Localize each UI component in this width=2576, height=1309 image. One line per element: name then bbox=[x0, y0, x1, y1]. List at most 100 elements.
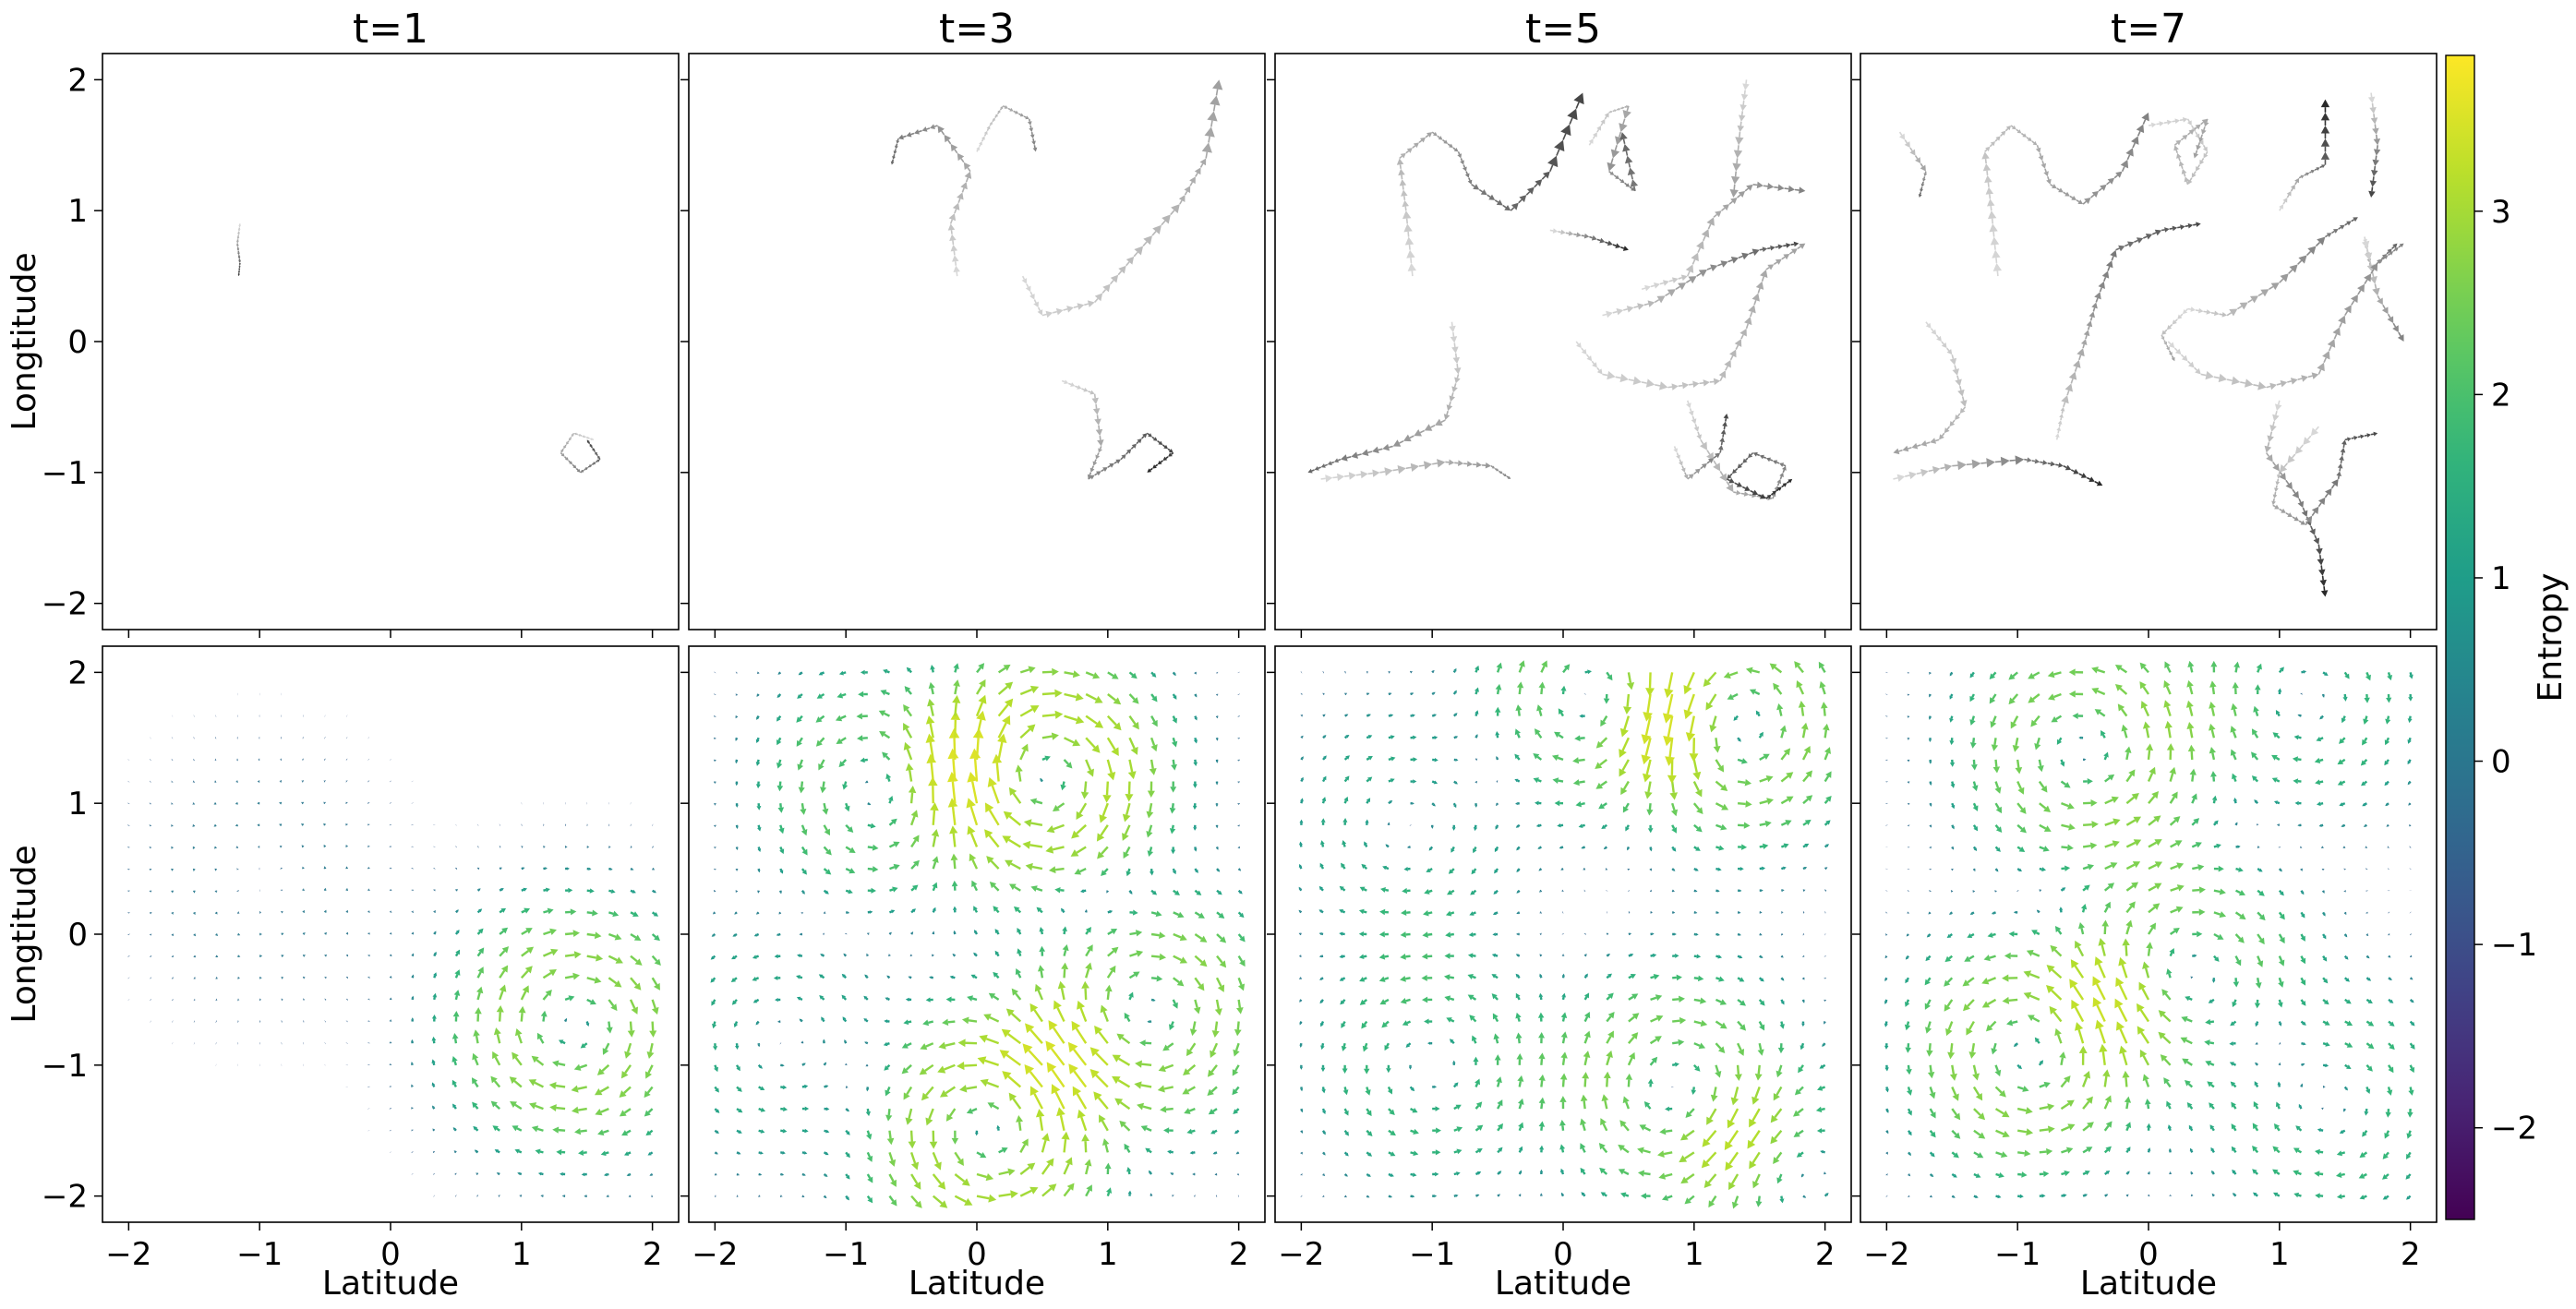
quiver-arrow bbox=[540, 1195, 544, 1197]
quiver-arrow bbox=[281, 1020, 283, 1023]
quiver-arrow bbox=[645, 1129, 654, 1136]
trajectory-arrow bbox=[1463, 461, 1474, 467]
quiver-arrow bbox=[731, 999, 738, 1005]
trajectory-arrow bbox=[890, 159, 895, 165]
trajectory-arrow bbox=[2285, 479, 2293, 490]
trajectory-arrow bbox=[1464, 171, 1470, 178]
trajectory-arrow bbox=[1510, 202, 1519, 211]
trajectory-arrow bbox=[2167, 341, 2175, 349]
trajectory-arrow bbox=[950, 143, 958, 154]
trajectory-arrow bbox=[1396, 158, 1404, 169]
quiver-arrow bbox=[193, 955, 197, 958]
trajectory-arrow bbox=[1087, 472, 1092, 479]
trajectory-arrow bbox=[1623, 306, 1634, 313]
quiver-arrow bbox=[926, 753, 937, 782]
trajectory-arrow bbox=[238, 223, 242, 228]
trajectory-arrow bbox=[1916, 468, 1929, 477]
quiver-arrow bbox=[281, 976, 284, 979]
quiver-arrow bbox=[345, 823, 348, 826]
trajectory-arrow bbox=[2196, 142, 2201, 150]
quiver-arrow bbox=[301, 758, 304, 762]
trajectory-arrow bbox=[2198, 134, 2204, 143]
trajectory-arrow bbox=[2290, 184, 2295, 192]
quiver-arrow bbox=[864, 780, 869, 784]
quiver-arrow bbox=[777, 1020, 781, 1023]
trajectory-arrow bbox=[2009, 455, 2025, 465]
quiver-arrow bbox=[367, 998, 370, 1001]
trajectory-arrow bbox=[585, 436, 590, 439]
quiver-arrow bbox=[586, 909, 598, 917]
trajectory-arrow bbox=[1779, 472, 1784, 480]
quiver-arrow bbox=[824, 1129, 830, 1134]
trajectory-arrow bbox=[2372, 283, 2380, 296]
quiver-arrow bbox=[475, 1007, 482, 1022]
quiver-arrow bbox=[345, 801, 348, 804]
quiver-arrow bbox=[901, 1063, 912, 1075]
trajectory-arrow bbox=[2016, 128, 2022, 134]
trajectory-arrow bbox=[1424, 424, 1436, 431]
trajectory-arrow bbox=[1737, 462, 1743, 469]
trajectory-arrow bbox=[2213, 373, 2228, 383]
quiver-arrow bbox=[517, 1171, 523, 1176]
quiver-arrow bbox=[818, 974, 825, 979]
quiver-arrow bbox=[824, 1085, 829, 1088]
trajectory-arrow bbox=[1402, 199, 1409, 211]
trajectory-arrow bbox=[237, 255, 241, 259]
quiver-arrow bbox=[595, 1107, 609, 1116]
quiver-arrow bbox=[279, 823, 283, 826]
trajectory-arrow bbox=[1675, 282, 1687, 291]
trajectory-arrow bbox=[2319, 575, 2327, 587]
quiver-arrow bbox=[644, 1086, 654, 1099]
x-tick-label: −2 bbox=[1863, 1236, 1909, 1273]
quiver-arrow bbox=[540, 1010, 548, 1022]
axes-frame-r0-c0 bbox=[102, 53, 680, 630]
trajectory bbox=[1588, 105, 1639, 192]
quiver-arrow bbox=[127, 868, 130, 871]
quiver-arrow bbox=[779, 890, 782, 895]
trajectory-arrow bbox=[1596, 237, 1606, 244]
quiver-arrow bbox=[756, 693, 760, 697]
x-tick-label: −1 bbox=[1409, 1236, 1455, 1273]
trajectory-arrow bbox=[1184, 186, 1191, 196]
trajectory-arrow bbox=[1506, 475, 1511, 479]
trajectory-arrow bbox=[2120, 159, 2129, 172]
trajectory-arrow bbox=[1659, 280, 1669, 286]
trajectory-arrow bbox=[1399, 179, 1407, 190]
quiver-arrow bbox=[866, 1130, 873, 1140]
trajectory-arrow bbox=[2046, 176, 2052, 185]
trajectory-arrow bbox=[2279, 462, 2288, 473]
trajectory-arrow bbox=[1615, 373, 1629, 383]
quiver-arrow bbox=[888, 1151, 897, 1167]
trajectory-arrow bbox=[2171, 355, 2175, 362]
quiver-arrow bbox=[755, 759, 761, 766]
trajectory-arrow bbox=[1473, 462, 1483, 468]
trajectory-arrow bbox=[2166, 344, 2170, 351]
quiver-arrow bbox=[521, 867, 525, 871]
trajectory-arrow bbox=[2166, 323, 2173, 330]
quiver-arrow bbox=[237, 998, 240, 1002]
quiver-arrow bbox=[514, 1028, 523, 1044]
trajectory-arrow bbox=[2082, 198, 2091, 205]
quiver-arrow bbox=[713, 890, 716, 893]
trajectory-arrow bbox=[1984, 174, 1992, 187]
trajectory-arrow bbox=[2191, 125, 2197, 133]
y-tick-label: −1 bbox=[42, 455, 88, 492]
quiver-arrow bbox=[431, 1014, 437, 1022]
trajectory-arrow bbox=[1518, 195, 1527, 204]
quiver-arrow bbox=[773, 975, 781, 980]
quiver-arrow bbox=[888, 841, 900, 848]
trajectory-arrow bbox=[237, 231, 240, 236]
quiver-arrow bbox=[910, 908, 916, 914]
trajectory-arrow bbox=[2303, 435, 2312, 446]
quiver-arrow bbox=[908, 1130, 917, 1149]
axes-frame-r0-c1 bbox=[688, 53, 1266, 630]
quiver-arrow bbox=[628, 1195, 632, 1198]
quiver-arrow bbox=[845, 1195, 849, 1201]
trajectory-arrow bbox=[1018, 113, 1025, 117]
trajectory-arrow bbox=[2173, 145, 2179, 154]
trajectory bbox=[2264, 400, 2329, 597]
trajectory-arrow bbox=[1013, 110, 1019, 114]
quiver-arrow bbox=[259, 998, 262, 1002]
quiver-arrow bbox=[651, 999, 659, 1015]
trajectory-arrow bbox=[560, 451, 565, 457]
